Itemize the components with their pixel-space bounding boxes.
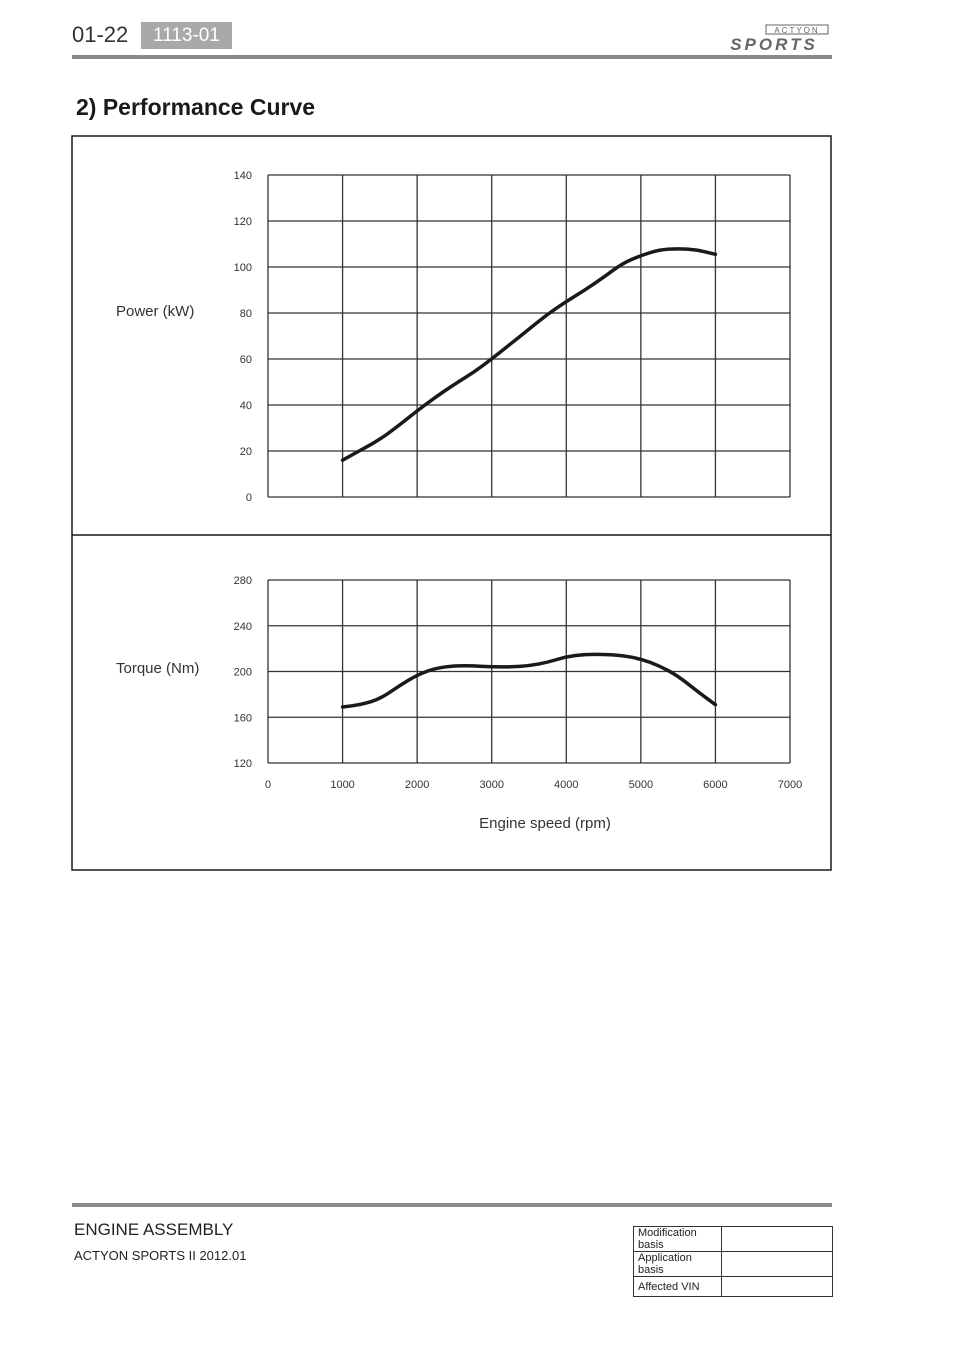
x-tick-label: 4000 bbox=[554, 779, 578, 791]
brand-logo-bottom: SPORTS bbox=[730, 35, 818, 54]
torque-axis-label: Torque (Nm) bbox=[116, 660, 199, 677]
torque-grid bbox=[267, 579, 791, 764]
x-tick-label: 6000 bbox=[703, 779, 727, 791]
revision-row: Application basis bbox=[633, 1251, 833, 1277]
revision-value bbox=[721, 1276, 833, 1297]
revision-value bbox=[721, 1226, 833, 1252]
power-y-tick-label: 0 bbox=[246, 492, 252, 504]
section-heading: 2) Performance Curve bbox=[76, 94, 316, 120]
footer-subtitle: ACTYON SPORTS II 2012.01 bbox=[74, 1248, 247, 1263]
power-y-ticks: 0 20 40 60 80 100 120 140 bbox=[234, 170, 252, 504]
x-tick-label: 5000 bbox=[629, 779, 653, 791]
brand-logo: ACTYON SPORTS bbox=[730, 24, 829, 54]
footer-rule bbox=[72, 1203, 832, 1207]
torque-series-line bbox=[340, 652, 718, 709]
power-y-tick-label: 100 bbox=[234, 262, 252, 274]
header-rule bbox=[72, 55, 832, 59]
revision-row: Modification basis bbox=[633, 1226, 833, 1252]
x-tick-label: 3000 bbox=[479, 779, 503, 791]
power-y-tick-label: 140 bbox=[234, 170, 252, 182]
footer-title: ENGINE ASSEMBLY bbox=[74, 1220, 234, 1239]
revision-label: Application basis bbox=[633, 1251, 722, 1277]
x-tick-label: 2000 bbox=[405, 779, 429, 791]
power-y-tick-label: 20 bbox=[240, 446, 252, 458]
power-y-tick-label: 40 bbox=[240, 400, 252, 412]
brand-logo-top: ACTYON bbox=[774, 26, 819, 35]
power-series-line bbox=[340, 247, 718, 462]
revision-value bbox=[721, 1251, 833, 1277]
chart-outer-frame bbox=[71, 135, 832, 871]
x-axis-label: Engine speed (rpm) bbox=[479, 815, 611, 832]
torque-y-tick-label: 240 bbox=[234, 621, 252, 633]
revision-label: Affected VIN bbox=[633, 1276, 722, 1297]
torque-y-tick-label: 160 bbox=[234, 712, 252, 724]
section-code-badge: 1113-01 bbox=[141, 22, 232, 49]
revision-label: Modification basis bbox=[633, 1226, 722, 1252]
torque-y-ticks: 120 160 200 240 280 bbox=[234, 575, 252, 770]
power-axis-label: Power (kW) bbox=[116, 303, 194, 320]
x-tick-labels: 0 1000 2000 3000 4000 5000 6000 7000 bbox=[265, 779, 802, 791]
power-grid bbox=[267, 174, 791, 498]
torque-y-tick-label: 200 bbox=[234, 667, 252, 679]
x-tick-label: 7000 bbox=[778, 779, 802, 791]
power-y-tick-label: 120 bbox=[234, 216, 252, 228]
x-tick-label: 0 bbox=[265, 779, 271, 791]
page-number: 01-22 bbox=[72, 22, 129, 47]
torque-y-tick-label: 280 bbox=[234, 575, 252, 587]
x-tick-label: 1000 bbox=[330, 779, 354, 791]
power-y-tick-label: 60 bbox=[240, 354, 252, 366]
torque-y-tick-label: 120 bbox=[234, 758, 252, 770]
revision-table: Modification basis Application basis Aff… bbox=[633, 1226, 833, 1297]
power-y-tick-label: 80 bbox=[240, 308, 252, 320]
performance-chart: 0 20 40 60 80 100 120 140 Power (kW) 120 160 200 2… bbox=[71, 135, 832, 871]
revision-row: Affected VIN bbox=[633, 1276, 833, 1297]
